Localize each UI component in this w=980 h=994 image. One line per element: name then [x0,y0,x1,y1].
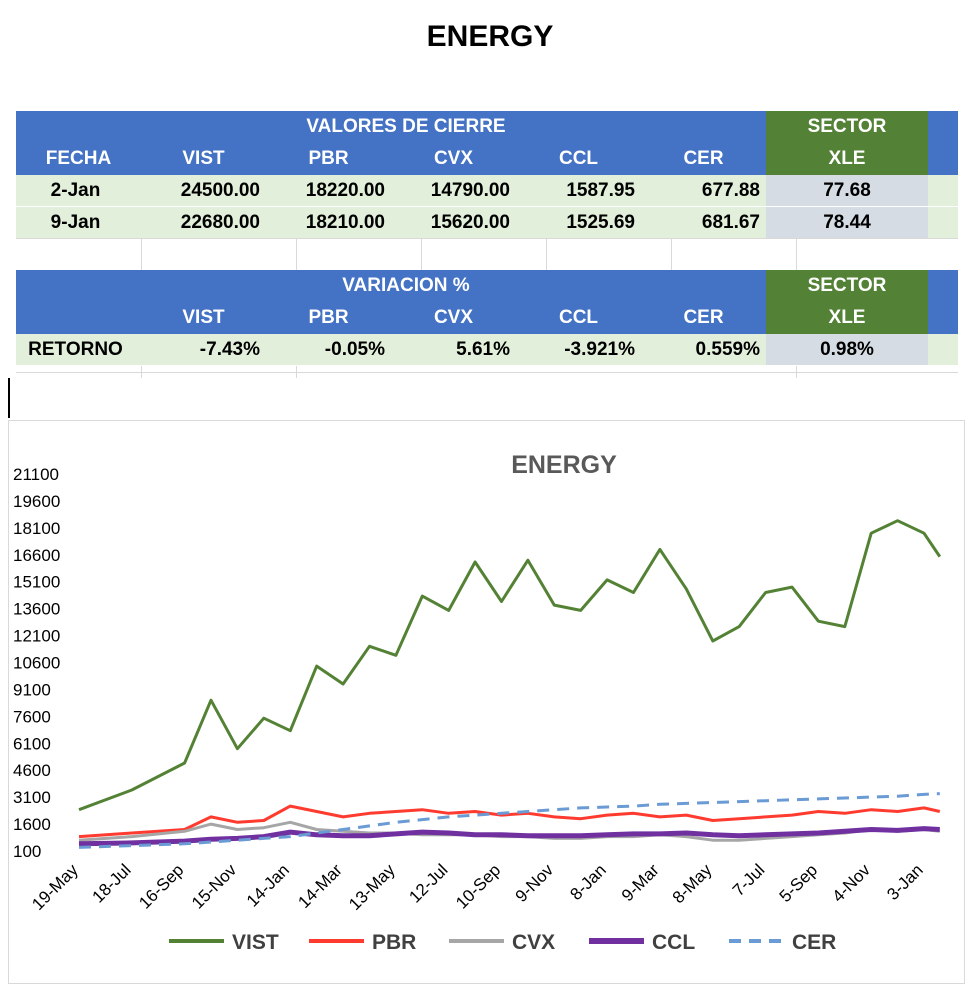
x-tick-label: 5-Sep [776,860,822,906]
column-header: PBR [308,148,349,169]
x-tick-label: 14-Jan [243,860,293,910]
value-cell: 78.44 [766,207,928,238]
y-tick-label: 100 [13,842,41,861]
value-cell: 1525.69 [566,211,635,233]
column-header: XLE [766,302,928,334]
table-row: RETORNO -7.43% -0.05% 5.61% -3.921% 0.55… [16,334,958,366]
series-line-vist [78,519,942,812]
y-tick-label: 4600 [13,761,51,780]
value-cell: -7.43% [199,338,260,360]
value-cell: 0.98% [766,334,928,365]
y-tick-label: 13600 [13,600,60,619]
value-cell: -0.05% [324,338,385,360]
column-header: FECHA [45,148,112,169]
y-tick-label: 18100 [13,519,60,538]
x-tick-label: 12-Jul [405,860,451,906]
value-cell: 18220.00 [305,179,385,201]
x-tick-label: 16-Sep [135,860,187,912]
series-group [78,519,942,849]
closing-values-table: VALORES DE CIERRE SECTOR FECHA VIST PBR … [16,111,958,239]
legend-label-vist: VIST [232,931,279,954]
text-cursor [8,378,10,418]
value-cell: 14790.00 [430,179,510,201]
date-cell: 9-Jan [50,211,101,233]
column-header: CCL [558,148,599,169]
value-cell: 15620.00 [430,211,510,233]
x-tick-label: 18-Jul [88,860,134,906]
y-tick-label: 7600 [13,707,51,726]
value-cell: 1587.95 [566,179,635,201]
x-axis: 19-May 18-Jul 16-Sep 15-Nov 14-Jan 14-Mar 13-M… [28,860,927,914]
table-banner: VALORES DE CIERRE [306,116,506,137]
column-header: CVX [433,307,474,328]
x-tick-label: 10-Sep [452,860,504,912]
table-banner: VARIACION % [342,275,470,296]
y-tick-label: 15100 [13,573,60,592]
variation-table: VARIACION % SECTOR VIST PBR CVX CCL CER … [16,270,958,366]
column-header: CER [683,307,724,328]
page-title: ENERGY [426,20,554,53]
sector-header: SECTOR [766,111,928,143]
legend-label-pbr: PBR [372,931,416,954]
column-header: VIST [182,148,225,169]
x-tick-label: 3-Jan [883,860,927,904]
y-tick-label: 16600 [13,546,60,565]
x-tick-label: 14-Mar [294,860,346,912]
x-tick-label: 8-Jan [566,860,610,904]
value-cell: 677.88 [701,179,760,201]
sector-header: SECTOR [766,270,928,302]
table-banner-row: VALORES DE CIERRE SECTOR [16,111,958,143]
series-line-pbr [78,804,941,839]
x-tick-label: 13-May [345,860,399,914]
value-cell: 24500.00 [180,179,260,201]
y-tick-label: 3100 [13,788,51,807]
y-tick-label: 10600 [13,654,60,673]
energy-chart: ENERGY 100 1600 3100 4600 6100 7600 9100 10600 1… [8,420,965,984]
series-line-cer [78,792,940,849]
x-tick-label: 19-May [28,860,82,914]
y-tick-label: 9100 [13,680,51,699]
x-tick-label: 8-May [669,860,716,907]
column-header: CER [683,148,724,169]
y-tick-label: 6100 [13,734,51,753]
column-header: PBR [308,307,349,328]
y-tick-label: 1600 [13,815,51,834]
legend-label-cvx: CVX [512,931,555,954]
table-row: 9-Jan 22680.00 18210.00 15620.00 1525.69… [16,207,958,239]
column-header: VIST [182,307,225,328]
column-header: CCL [558,307,599,328]
legend-label-ccl: CCL [652,931,695,954]
chart-title: ENERGY [511,451,617,479]
x-tick-label: 4-Nov [829,860,875,906]
x-tick-label: 9-Mar [618,860,663,905]
value-cell: 77.68 [766,175,928,206]
column-header: XLE [766,143,928,175]
date-cell: 2-Jan [50,179,101,201]
legend: VIST PBR CVX CCL CER [169,931,836,954]
value-cell: 5.61% [456,338,510,360]
x-tick-label: 15-Nov [188,860,241,913]
table-header-row: FECHA VIST PBR CVX CCL CER XLE [16,143,958,175]
row-label: RETORNO [28,338,123,360]
y-axis: 100 1600 3100 4600 6100 7600 9100 10600 12100 136… [13,465,60,861]
column-header: CVX [433,148,474,169]
value-cell: 18210.00 [305,211,385,233]
value-cell: -3.921% [564,338,635,360]
value-cell: 681.67 [701,211,760,233]
value-cell: 0.559% [695,338,760,360]
y-tick-label: 19600 [13,492,60,511]
y-tick-label: 12100 [13,627,60,646]
value-cell: 22680.00 [180,211,260,233]
column-header [16,302,141,334]
x-tick-label: 7-Jul [729,860,768,899]
series-line-ccl [78,826,940,847]
chart-canvas: ENERGY 100160031004600610076009100106001… [13,451,942,954]
y-tick-label: 21100 [13,465,59,484]
table-row: 2-Jan 24500.00 18220.00 14790.00 1587.95… [16,175,958,207]
x-tick-label: 9-Nov [512,860,558,906]
legend-label-cer: CER [792,931,836,954]
table-header-row: VIST PBR CVX CCL CER XLE [16,302,958,334]
table-banner-row: VARIACION % SECTOR [16,270,958,302]
